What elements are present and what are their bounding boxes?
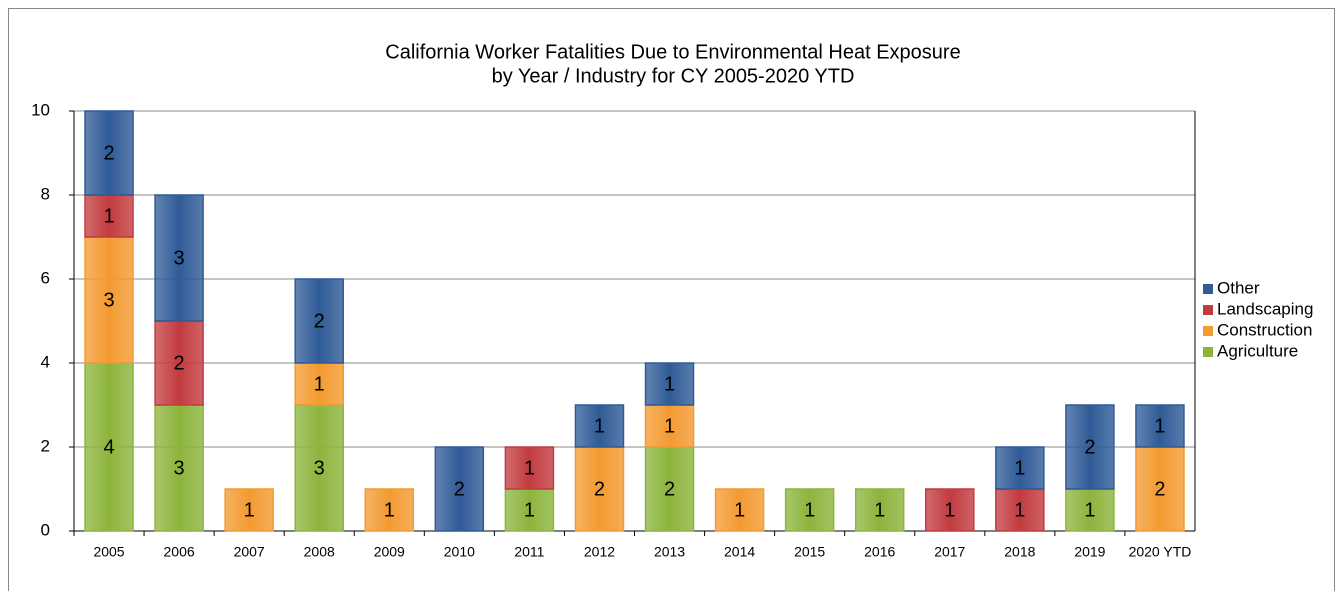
data-label: 1 [244, 499, 255, 521]
x-tick-label: 2005 [93, 544, 124, 560]
data-label: 3 [103, 289, 114, 311]
data-label: 1 [103, 205, 114, 227]
data-label: 1 [1014, 457, 1025, 479]
bar-segment [714, 488, 765, 532]
bar-segment [1065, 404, 1115, 490]
bar-segment [574, 446, 625, 532]
data-label: 1 [524, 457, 535, 479]
data-label: 3 [314, 457, 325, 479]
data-label: 1 [1154, 415, 1165, 437]
data-label: 2 [454, 478, 465, 500]
data-label: 4 [103, 436, 114, 458]
x-tick-label: 2020 YTD [1129, 544, 1192, 560]
data-label: 1 [664, 373, 675, 395]
bar-segment [154, 194, 204, 322]
legend-label: Landscaping [1217, 299, 1313, 318]
x-tick-label: 2010 [444, 544, 475, 560]
y-tick-label: 2 [41, 436, 50, 455]
chart-frame [8, 8, 1335, 591]
bar-segment [854, 488, 905, 532]
bar-segment [294, 404, 344, 532]
y-tick-label: 0 [41, 520, 50, 539]
bar-segment [84, 236, 134, 364]
data-label: 2 [664, 478, 675, 500]
bar-segment [574, 404, 625, 448]
x-tick-label: 2016 [864, 544, 895, 560]
data-label: 2 [174, 352, 185, 374]
bar-segment [84, 362, 134, 532]
x-tick-label: 2008 [304, 544, 335, 560]
data-label: 1 [314, 373, 325, 395]
chart-subtitle: by Year / Industry for CY 2005-2020 YTD [492, 65, 855, 87]
bar-segment [434, 446, 485, 532]
x-tick-label: 2007 [234, 544, 265, 560]
data-label: 2 [103, 142, 114, 164]
bar-segment [925, 488, 975, 532]
bar-segment [784, 488, 835, 532]
bar-segment [1135, 446, 1185, 532]
data-label: 2 [594, 478, 605, 500]
bar-segment [154, 404, 204, 532]
data-label: 1 [664, 415, 675, 437]
bar-segment [644, 362, 695, 406]
x-tick-label: 2017 [934, 544, 965, 560]
data-label: 3 [174, 457, 185, 479]
y-tick-label: 4 [41, 352, 50, 371]
x-tick-label: 2019 [1074, 544, 1105, 560]
legend-swatch [1203, 326, 1213, 336]
data-label: 2 [314, 310, 325, 332]
x-tick-label: 2011 [514, 544, 544, 560]
legend-label: Construction [1217, 320, 1312, 339]
data-label: 1 [804, 499, 815, 521]
bar-segment [294, 278, 344, 364]
x-tick-label: 2018 [1004, 544, 1035, 560]
x-tick-label: 2015 [794, 544, 825, 560]
data-label: 2 [1084, 436, 1095, 458]
y-tick-label: 8 [41, 184, 50, 203]
data-label: 1 [1084, 499, 1095, 521]
y-tick-label: 10 [31, 100, 50, 119]
bar-segment [84, 110, 134, 196]
y-tick-label: 6 [41, 268, 50, 287]
x-tick-label: 2006 [164, 544, 195, 560]
bar-segment [504, 446, 555, 490]
legend-swatch [1203, 305, 1213, 315]
x-tick-label: 2013 [654, 544, 685, 560]
legend-swatch [1203, 347, 1213, 357]
x-tick-label: 2012 [584, 544, 615, 560]
bar-segment [644, 446, 695, 532]
data-label: 1 [944, 499, 955, 521]
data-label: 1 [594, 415, 605, 437]
data-label: 1 [874, 499, 885, 521]
data-label: 2 [1154, 478, 1165, 500]
bar-segment [504, 488, 555, 532]
chart-title: California Worker Fatalities Due to Envi… [385, 41, 960, 63]
bar-segment [1065, 488, 1115, 532]
data-label: 1 [384, 499, 395, 521]
bar-segment [364, 488, 415, 532]
data-label: 1 [1014, 499, 1025, 521]
x-tick-label: 2014 [724, 544, 755, 560]
data-label: 1 [524, 499, 535, 521]
legend-label: Other [1217, 278, 1260, 297]
bar-segment [224, 488, 274, 532]
x-tick-label: 2009 [374, 544, 405, 560]
bar-segment [294, 362, 344, 406]
bar-segment [154, 320, 204, 406]
legend-swatch [1203, 284, 1213, 294]
data-label: 3 [174, 247, 185, 269]
bar-segment [995, 446, 1045, 490]
bar-segment [1135, 404, 1185, 448]
bar-segment [644, 404, 695, 448]
legend-label: Agriculture [1217, 341, 1298, 360]
data-label: 1 [734, 499, 745, 521]
